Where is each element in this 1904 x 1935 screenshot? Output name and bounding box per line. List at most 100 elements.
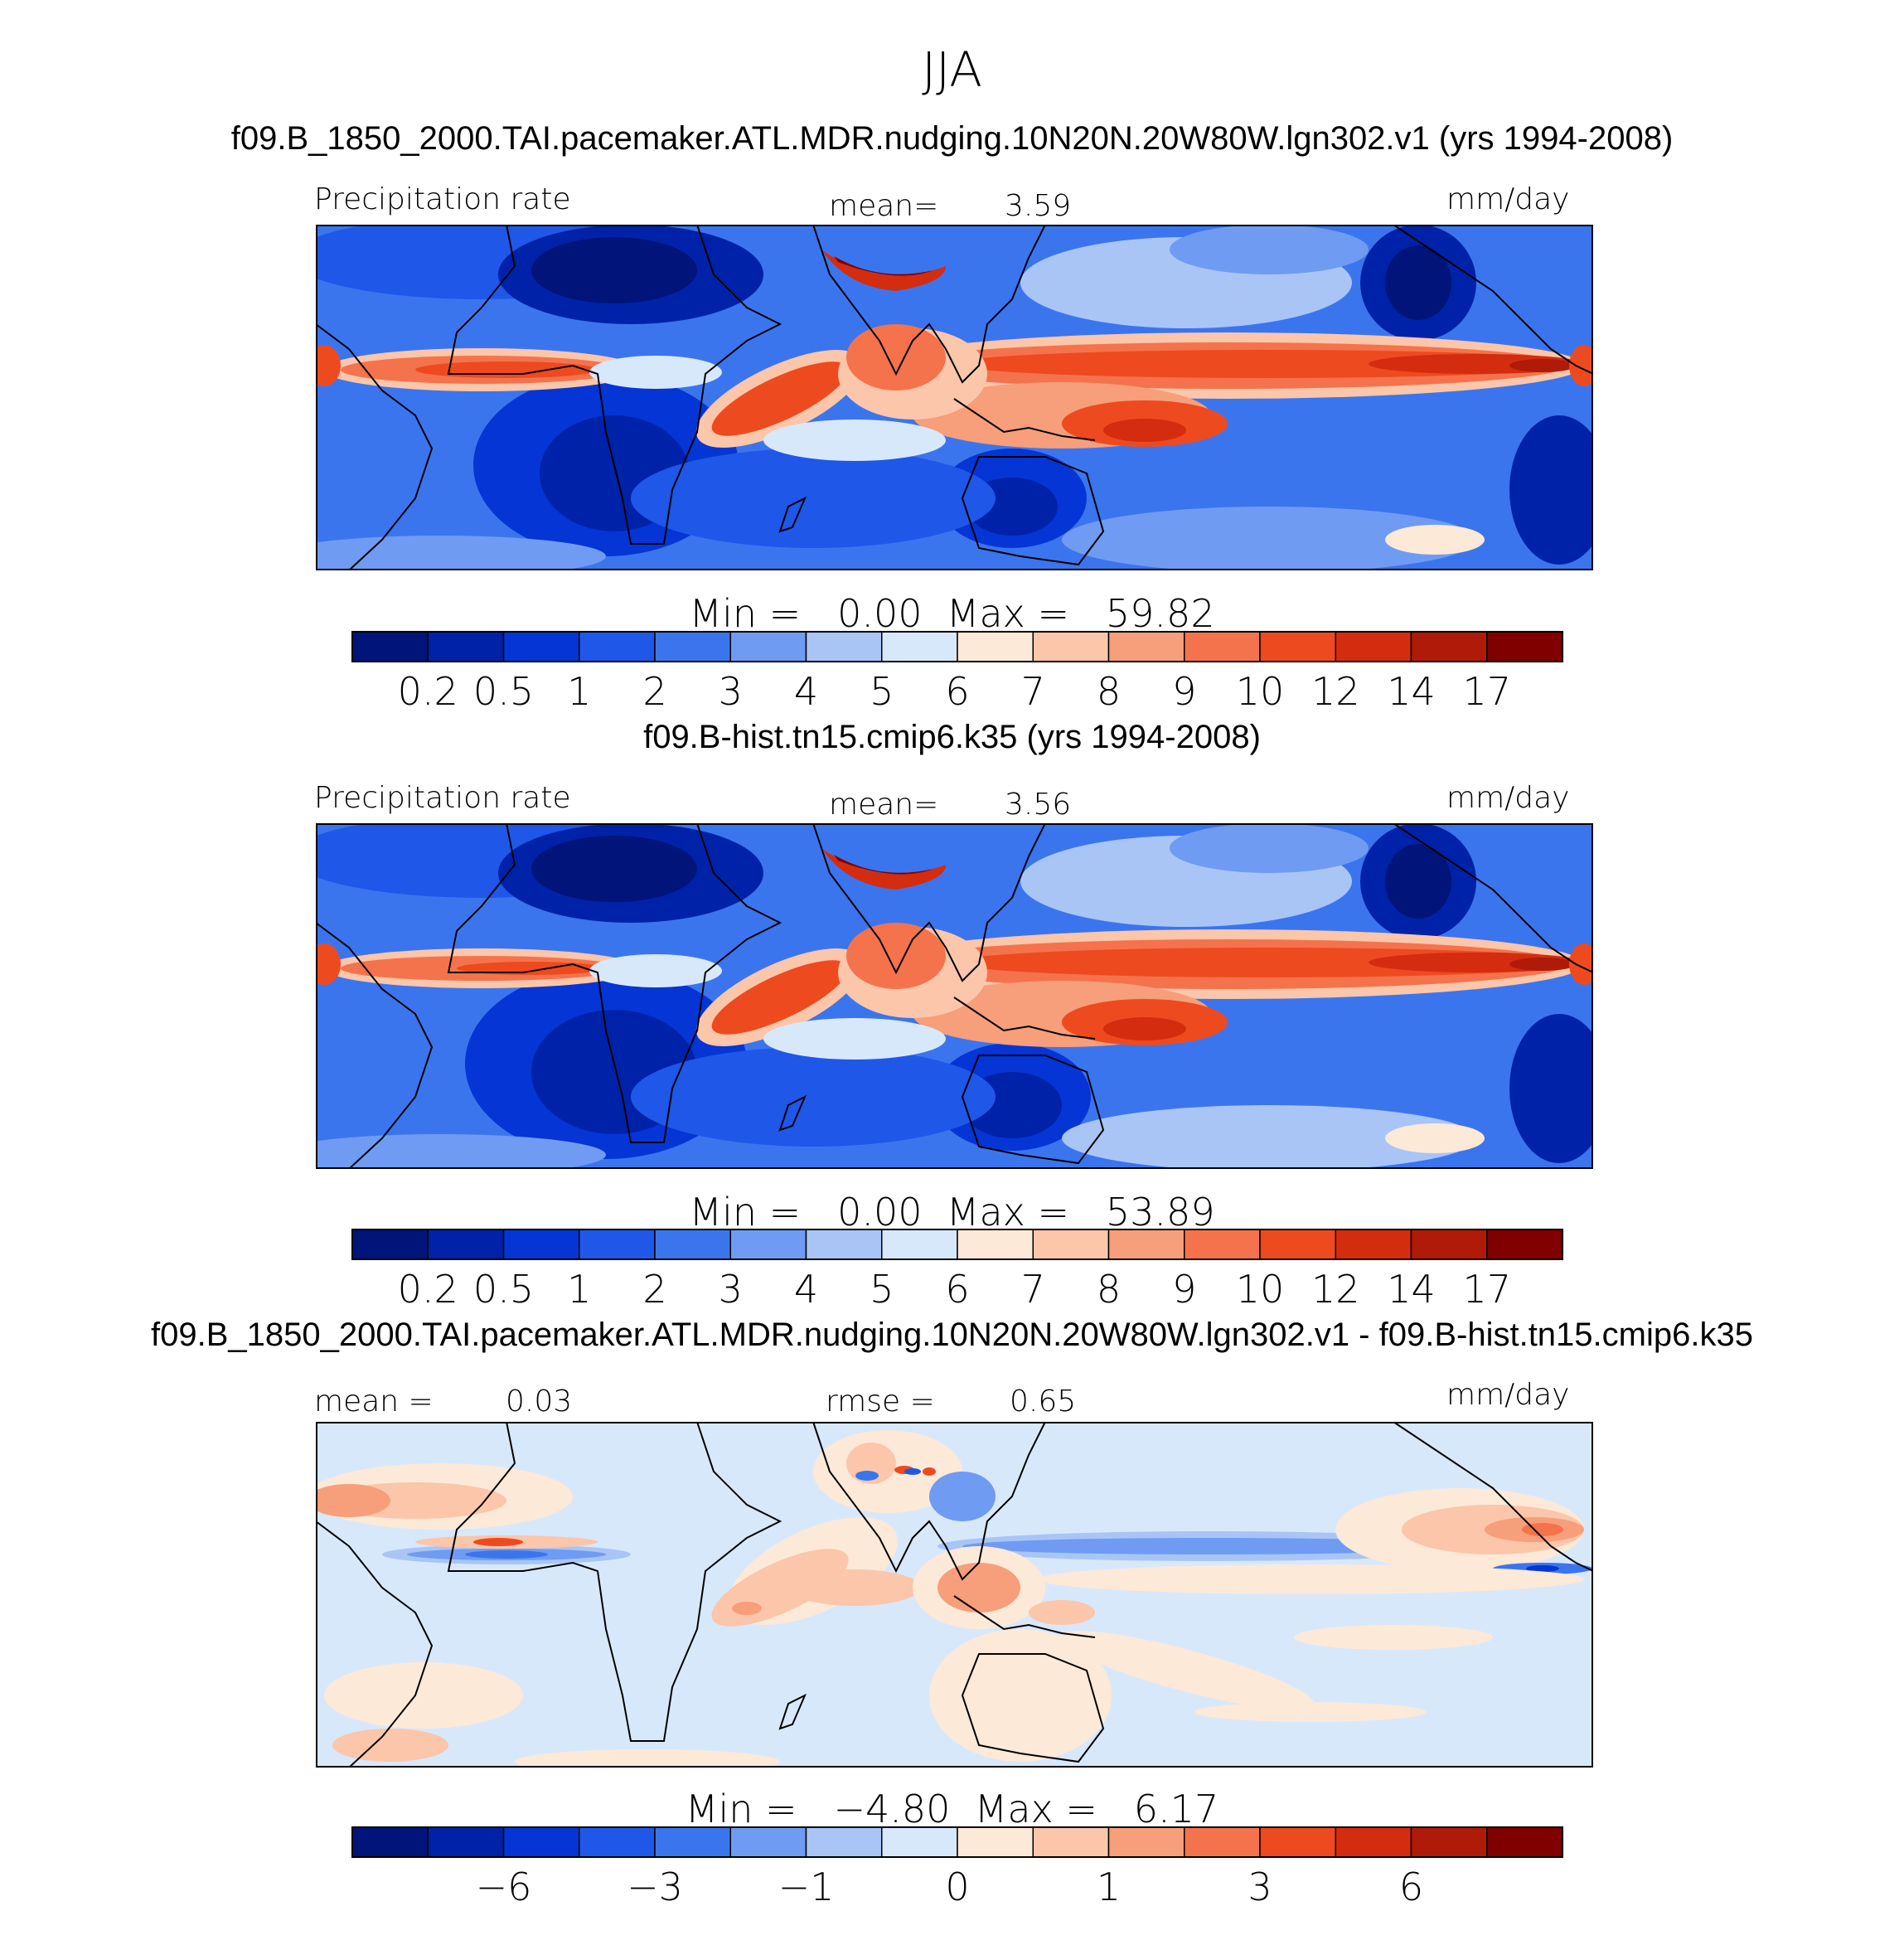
colorbar-tick-label: 1 — [567, 1267, 591, 1312]
colorbar-tick-label: 1 — [567, 669, 591, 714]
colorbar-box-12 — [1259, 1826, 1336, 1858]
panel-3-mean-value: 0.03 — [506, 1385, 573, 1419]
panel-1-mean-value: 3.59 — [1005, 189, 1072, 223]
colorbar-tick-label: 3 — [719, 1267, 743, 1312]
colorbar-tick-label: 3 — [719, 669, 743, 714]
colorbar-tick-label: −6 — [476, 1865, 532, 1909]
colorbar-frame — [351, 631, 1563, 662]
colorbar-tick-label: 2 — [642, 1267, 666, 1312]
colorbar-tick-label: 5 — [870, 669, 894, 714]
panel-3-max-label: Max = — [974, 1787, 1097, 1831]
colorbar-box-2 — [502, 1826, 580, 1858]
colorbar-box-6 — [805, 1826, 883, 1858]
panel-1-map-frame — [316, 225, 1593, 570]
colorbar-box-12 — [1259, 1229, 1336, 1260]
colorbar-tick-label: 1 — [1097, 1865, 1121, 1909]
colorbar-box-10 — [1107, 1826, 1185, 1858]
colorbar-tick-label: 0.2 — [398, 669, 458, 714]
panel-1-map — [316, 225, 1593, 570]
panel-3-rmse-label: rmse = — [826, 1385, 935, 1419]
panel-1-coastlines — [316, 225, 1593, 570]
panel-1-min-value: 0.00 — [837, 591, 923, 636]
panel-2-mean-value: 3.56 — [1005, 788, 1072, 822]
panel-3-mean-label: mean = — [314, 1385, 434, 1419]
colorbar-tick-label: 10 — [1236, 669, 1285, 714]
colorbar-tick-label: 0.2 — [398, 1267, 458, 1312]
colorbar-box-11 — [1184, 1229, 1261, 1260]
colorbar-tick-label: 8 — [1097, 669, 1121, 714]
colorbar-tick-label: 5 — [870, 1267, 894, 1312]
colorbar-box-1 — [427, 1826, 505, 1858]
colorbar-box-8 — [957, 1229, 1034, 1260]
panel-2-map-frame — [316, 823, 1593, 1169]
panel-3-case-title: f09.B_1850_2000.TAI.pacemaker.ATL.MDR.nu… — [151, 1317, 1753, 1353]
colorbar-box-7 — [881, 1229, 958, 1260]
colorbar-tick-label: 6 — [1399, 1865, 1423, 1909]
panel-2-coastlines — [316, 823, 1593, 1169]
panel-3-min-value: −4.80 — [833, 1787, 951, 1831]
panel-2-min-value: 0.00 — [837, 1190, 923, 1234]
colorbar-tick-label: 2 — [642, 669, 666, 714]
panel-3-colorbar: −6 −3 −1 0 1 3 6 — [351, 1826, 1563, 1909]
panel-2-mean-label: mean= — [829, 788, 939, 822]
panel-2-variable-label: Precipitation rate — [314, 781, 571, 815]
colorbar-box-11 — [1184, 631, 1261, 662]
colorbar-box-3 — [579, 1826, 656, 1858]
colorbar-box-13 — [1335, 631, 1412, 662]
colorbar-box-8 — [957, 631, 1034, 662]
panel-1-minmax: Min = 0.00 Max = 59.82 — [0, 591, 1904, 636]
panel-2-min-label: Min = — [689, 1190, 802, 1234]
colorbar-tick-label: 0.5 — [473, 1267, 534, 1312]
colorbar-box-10 — [1107, 631, 1185, 662]
panel-1-colorbar: 0.2 0.5 1 2 3 4 5 6 7 8 9 10 12 14 17 — [351, 631, 1563, 714]
panel-2-minmax: Min = 0.00 Max = 53.89 — [0, 1190, 1904, 1234]
colorbar-box-1 — [427, 631, 505, 662]
panel-2-max-label: Max = — [946, 1190, 1070, 1234]
colorbar-tick-label: 8 — [1097, 1267, 1121, 1312]
colorbar-tick-label: 7 — [1021, 669, 1045, 714]
colorbar-box-3 — [579, 631, 656, 662]
colorbar-box-1 — [427, 1229, 505, 1260]
panel-2-case-title: f09.B-hist.tn15.cmip6.k35 (yrs 1994-2008… — [643, 719, 1261, 755]
colorbar-tick-label: 9 — [1172, 669, 1196, 714]
colorbar-box-15 — [1486, 631, 1563, 662]
colorbar-box-2 — [502, 1229, 580, 1260]
colorbar-tick-label: 4 — [794, 1267, 818, 1312]
panel-1-units: mm/day — [1446, 182, 1570, 216]
panel-1-min-label: Min = — [689, 591, 802, 636]
colorbar-box-9 — [1032, 1826, 1110, 1858]
panel-1-mean-label: mean= — [829, 189, 939, 223]
colorbar-box-5 — [729, 631, 807, 662]
panel-1-case-title: f09.B_1850_2000.TAI.pacemaker.ATL.MDR.nu… — [230, 120, 1674, 157]
colorbar-box-3 — [579, 1229, 656, 1260]
colorbar-tick-label: −3 — [627, 1865, 683, 1909]
panel-1-variable-label: Precipitation rate — [314, 182, 571, 216]
panel-2-units: mm/day — [1446, 781, 1570, 815]
colorbar-box-5 — [729, 1229, 807, 1260]
panel-2-field — [316, 823, 1593, 1169]
colorbar-box-0 — [351, 631, 429, 662]
colorbar-tick-label: 12 — [1311, 1267, 1360, 1312]
panel-1-field — [316, 225, 1593, 570]
colorbar-box-15 — [1486, 1826, 1563, 1858]
colorbar-tick-label: −1 — [778, 1865, 835, 1909]
colorbar-box-0 — [351, 1826, 429, 1858]
colorbar-box-7 — [881, 631, 958, 662]
colorbar-tick-label: 14 — [1387, 669, 1436, 714]
panel-1-max-label: Max = — [946, 591, 1070, 636]
colorbar-tick-label: 6 — [945, 669, 969, 714]
colorbar-box-4 — [654, 1229, 731, 1260]
colorbar-tick-label: 7 — [1021, 1267, 1045, 1312]
colorbar-tick-label: 10 — [1236, 1267, 1285, 1312]
colorbar-tick-label: 14 — [1387, 1267, 1436, 1312]
colorbar-box-4 — [654, 1826, 731, 1858]
colorbar-box-14 — [1410, 631, 1488, 662]
colorbar-box-8 — [957, 1826, 1034, 1858]
panel-3-map-frame — [316, 1422, 1593, 1768]
colorbar-box-0 — [351, 1229, 429, 1260]
colorbar-box-14 — [1410, 1229, 1488, 1260]
colorbar-box-4 — [654, 631, 731, 662]
colorbar-box-7 — [881, 1826, 958, 1858]
panel-3-map — [316, 1422, 1593, 1768]
colorbar-box-6 — [805, 1229, 883, 1260]
